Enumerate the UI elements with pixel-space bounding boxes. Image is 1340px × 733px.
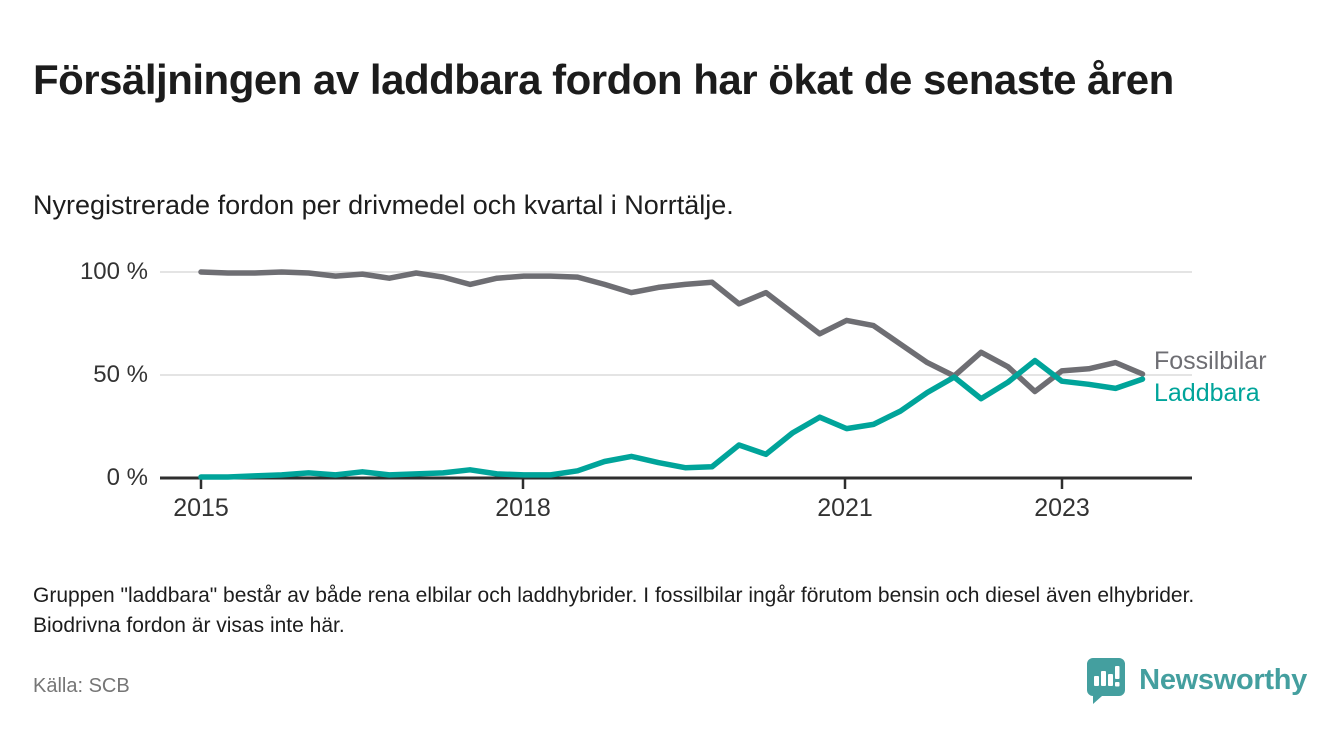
x-axis-ticks <box>199 479 1064 489</box>
y-tick-label-100: 100 % <box>79 258 148 285</box>
y-tick-label-50: 50 % <box>93 361 148 388</box>
source-label: Källa: SCB <box>33 675 130 697</box>
x-tick-label-2015: 2015 <box>173 494 229 522</box>
x-tick-label-2021: 2021 <box>817 494 873 522</box>
page-title: Försäljningen av laddbara fordon har öka… <box>33 56 1174 104</box>
series-label-laddbara: Laddbara <box>1154 379 1260 407</box>
series-label-fossilbilar: Fossilbilar <box>1154 347 1267 375</box>
page-subtitle: Nyregistrerade fordon per drivmedel och … <box>33 190 734 220</box>
newsworthy-logo: Newsworthy <box>1085 656 1307 704</box>
fossilbilar-line <box>198 269 1146 395</box>
footnote: Gruppen "laddbara" består av både rena e… <box>33 584 1195 638</box>
y-tick-label-0: 0 % <box>106 464 148 491</box>
newsworthy-logo-text: Newsworthy <box>1139 663 1307 696</box>
x-tick-label-2018: 2018 <box>495 494 551 522</box>
x-tick-label-2023: 2023 <box>1034 494 1090 522</box>
laddbara-line <box>198 357 1146 480</box>
newsworthy-logo-icon <box>1087 658 1126 704</box>
